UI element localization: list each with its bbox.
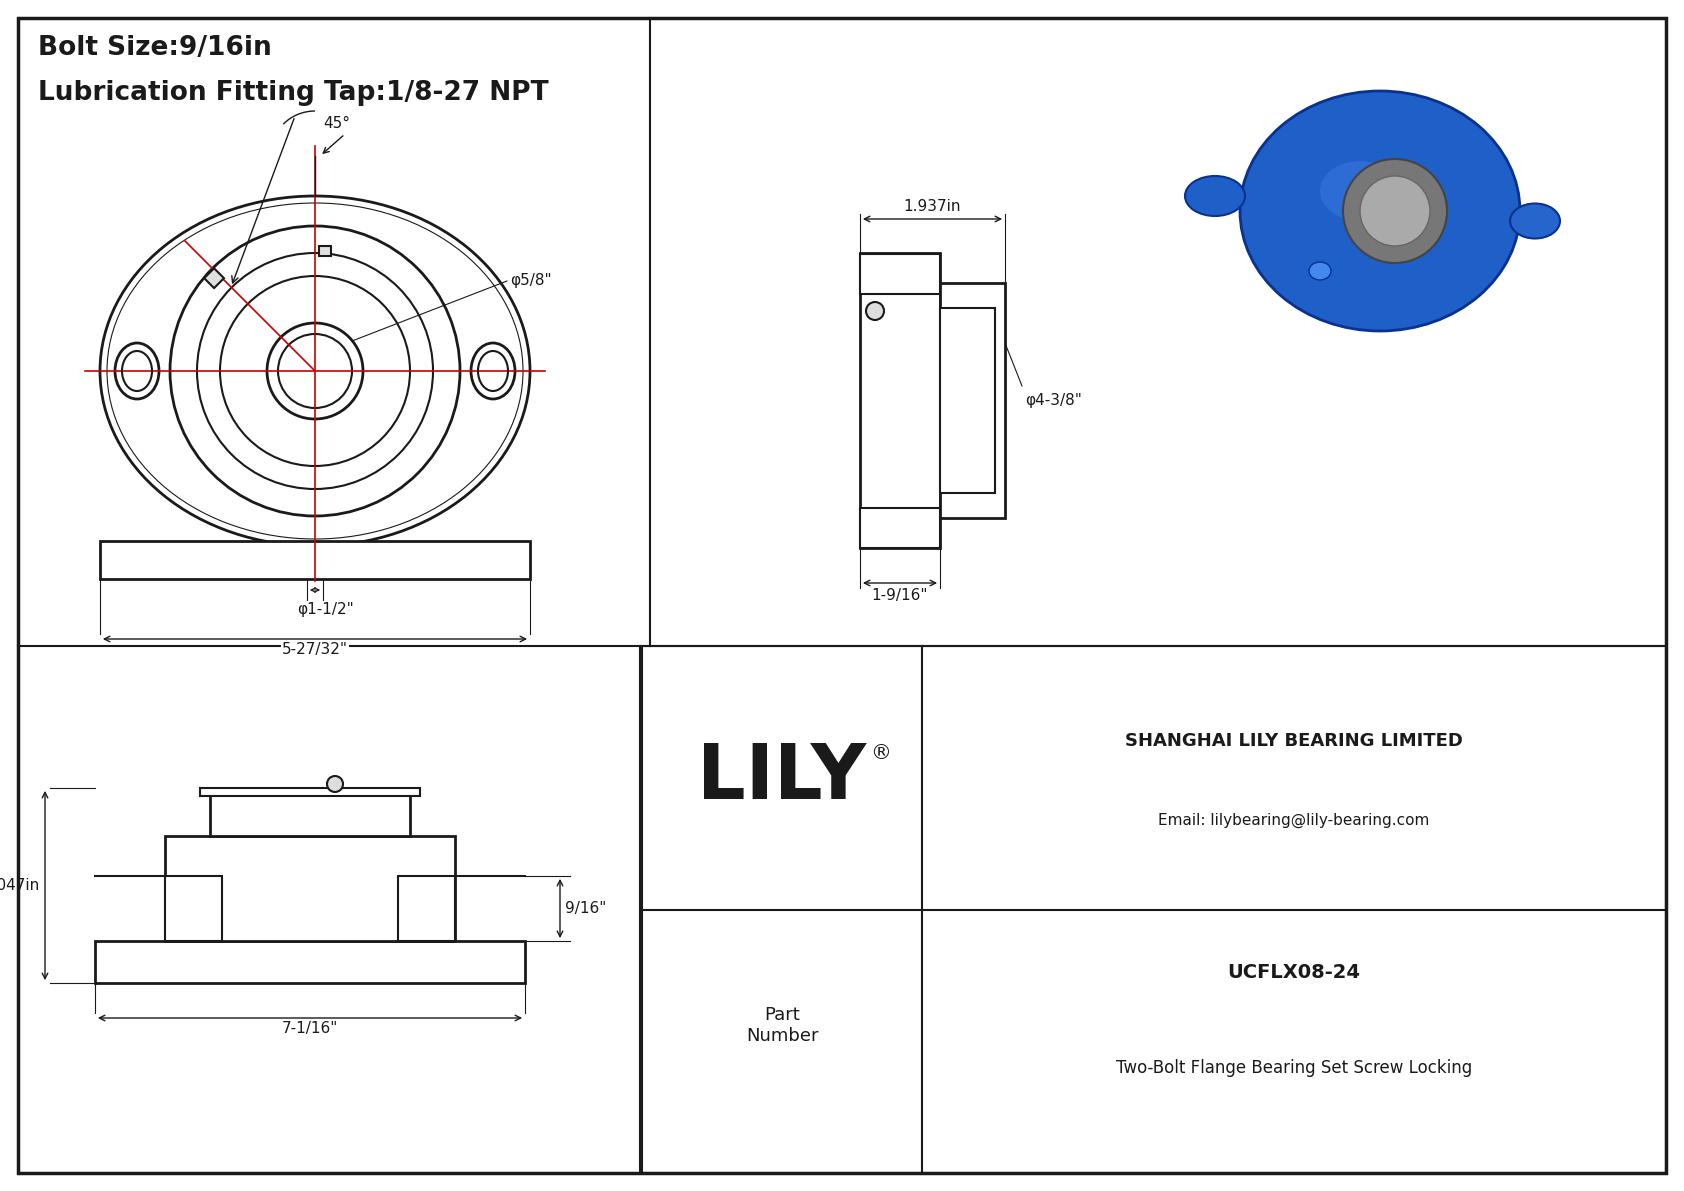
Text: φ4-3/8": φ4-3/8" [1026, 393, 1081, 409]
Text: 9/16": 9/16" [566, 902, 606, 916]
Ellipse shape [1239, 91, 1521, 331]
Circle shape [1361, 176, 1430, 247]
Bar [318, 247, 332, 256]
Bar [200, 788, 419, 796]
Text: SHANGHAI LILY BEARING LIMITED: SHANGHAI LILY BEARING LIMITED [1125, 731, 1463, 750]
Text: LILY: LILY [697, 741, 867, 815]
Text: 2.047in: 2.047in [0, 878, 40, 893]
Bar [642, 646, 1665, 1173]
Text: UCFLX08-24: UCFLX08-24 [1228, 964, 1361, 983]
Bar [165, 836, 455, 941]
Text: Bolt Size:9/16in: Bolt Size:9/16in [39, 35, 271, 61]
Text: Email: lilybearing@lily-bearing.com: Email: lilybearing@lily-bearing.com [1159, 812, 1430, 828]
Bar [204, 268, 224, 288]
Ellipse shape [1308, 262, 1330, 280]
Circle shape [327, 777, 344, 792]
Ellipse shape [1320, 161, 1399, 222]
Text: 5-27/32": 5-27/32" [281, 642, 349, 657]
Ellipse shape [472, 343, 515, 399]
Circle shape [1344, 160, 1447, 263]
Ellipse shape [115, 343, 158, 399]
Text: Part
Number: Part Number [746, 1006, 818, 1045]
Text: Two-Bolt Flange Bearing Set Screw Locking: Two-Bolt Flange Bearing Set Screw Lockin… [1116, 1059, 1472, 1077]
Text: ®: ® [871, 743, 891, 762]
Circle shape [866, 303, 884, 320]
Ellipse shape [1511, 204, 1559, 238]
Text: Lubrication Fitting Tap:1/8-27 NPT: Lubrication Fitting Tap:1/8-27 NPT [39, 80, 549, 106]
Text: 7-1/16": 7-1/16" [281, 1021, 338, 1036]
Bar [210, 788, 409, 836]
Bar [397, 877, 455, 941]
Text: 1.937in: 1.937in [904, 199, 962, 214]
Bar [861, 254, 940, 294]
Ellipse shape [1186, 176, 1244, 216]
Text: 1-9/16": 1-9/16" [872, 588, 928, 603]
Text: φ5/8": φ5/8" [510, 274, 552, 288]
Bar [940, 308, 995, 493]
Bar [99, 541, 530, 579]
Bar [94, 941, 525, 983]
Bar [861, 252, 940, 548]
Text: φ1-1/2": φ1-1/2" [296, 601, 354, 617]
Bar [165, 877, 222, 941]
Bar [940, 283, 1005, 518]
Bar [861, 509, 940, 548]
Text: 45°: 45° [323, 116, 350, 131]
